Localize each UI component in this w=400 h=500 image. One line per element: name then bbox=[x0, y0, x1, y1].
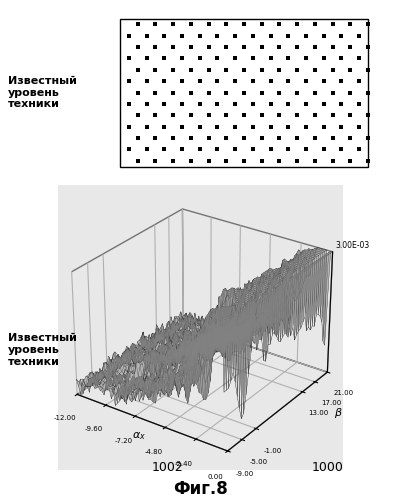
Text: Известный
уровень
техники: Известный уровень техники bbox=[8, 334, 77, 366]
Bar bbox=[120, 18, 368, 167]
Text: 1002: 1002 bbox=[152, 461, 184, 474]
Text: Фиг.8: Фиг.8 bbox=[173, 480, 227, 498]
Text: 1000: 1000 bbox=[312, 461, 344, 474]
Text: Известный
уровень
техники: Известный уровень техники bbox=[8, 76, 77, 109]
